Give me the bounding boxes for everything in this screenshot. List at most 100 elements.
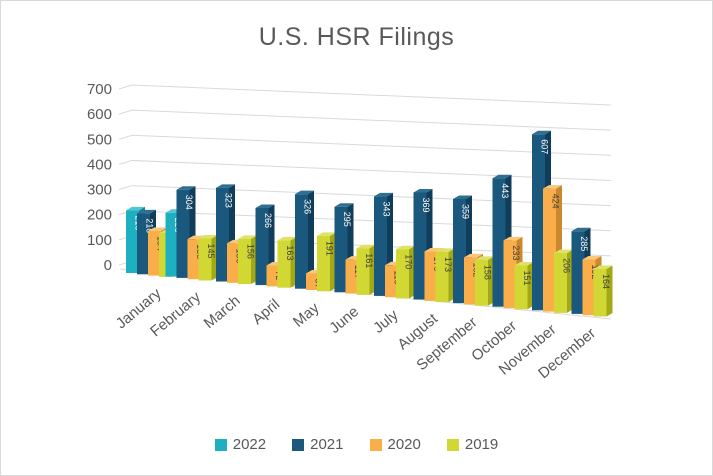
bar-data-label: 369 — [421, 197, 431, 212]
bar-front-face — [396, 249, 409, 299]
bar-side-face — [308, 190, 314, 289]
bar-top-face — [514, 262, 534, 266]
bar-data-label: 304 — [184, 195, 194, 210]
bar-top-face — [277, 236, 297, 241]
x-axis-label-july: July — [370, 306, 402, 336]
bar-2019-february: 145 — [198, 234, 218, 281]
gridline — [118, 185, 612, 207]
bar-front-face — [216, 187, 229, 282]
gridline — [118, 134, 612, 156]
bar-top-face — [571, 227, 591, 232]
bar-2019-march: 156 — [238, 235, 257, 285]
bar-top-face — [413, 188, 433, 193]
bar-front-face — [126, 210, 139, 273]
y-tick-label: 600 — [87, 106, 112, 123]
legend-swatch-2019 — [446, 438, 459, 451]
bar-front-face — [374, 196, 387, 296]
bar-2019-april: 163 — [277, 236, 297, 288]
y-tick-label: 300 — [87, 182, 112, 199]
bar-data-label: 145 — [206, 243, 216, 258]
bar-front-face — [475, 259, 488, 306]
bar-2019-september: 158 — [475, 256, 494, 306]
legend-item-2022: 2022 — [214, 436, 266, 453]
bar-2019-june: 161 — [356, 244, 376, 295]
bar-front-face — [554, 253, 567, 313]
bar-front-face — [413, 192, 427, 300]
legend-label-2020: 2020 — [387, 436, 421, 453]
bar-front-face — [277, 240, 291, 288]
bar-top-face — [176, 186, 196, 190]
bar-2019-december: 164 — [593, 265, 613, 317]
bar-data-label: 206 — [562, 258, 572, 273]
bar-side-face — [606, 265, 613, 317]
bar-front-face — [593, 268, 607, 317]
bar-2019-august: 173 — [435, 248, 455, 303]
bar-top-face — [435, 248, 455, 252]
bar-top-face — [503, 236, 523, 241]
bar-front-face — [492, 178, 506, 307]
bar-front-face — [532, 134, 545, 311]
bar-top-face — [137, 209, 156, 214]
bar-top-face — [198, 234, 218, 239]
bar-top-face — [475, 256, 494, 260]
bar-front-face — [187, 239, 201, 280]
gridline — [118, 109, 612, 131]
bar-front-face — [165, 212, 179, 277]
bar-data-label: 424 — [551, 194, 561, 209]
y-tick-label: 500 — [87, 131, 112, 148]
legend-label-2021: 2021 — [310, 436, 344, 453]
bar-front-face — [453, 198, 466, 304]
bar-2019-may: 191 — [317, 232, 336, 292]
bar-top-face — [396, 245, 415, 250]
bar-data-label: 173 — [443, 257, 453, 272]
bar-top-face — [148, 227, 167, 231]
bar-top-face — [126, 206, 145, 211]
bar-front-face — [464, 257, 477, 305]
bar-front-face — [306, 273, 319, 290]
bar-top-face — [317, 232, 336, 236]
bar-front-face — [503, 240, 517, 308]
bar-front-face — [227, 243, 240, 283]
bar-front-face — [317, 235, 330, 292]
y-tick-label: 0 — [104, 257, 112, 274]
bar-data-label: 233 — [511, 245, 521, 260]
bar-2019-july: 170 — [396, 245, 415, 299]
bar-2019-october: 151 — [514, 262, 534, 310]
bar-front-face — [255, 207, 269, 286]
bar-front-face — [424, 251, 438, 301]
bar-data-label: 191 — [325, 241, 335, 256]
bar-data-label: 161 — [364, 253, 374, 268]
bar-top-face — [593, 265, 613, 269]
bar-front-face — [435, 251, 449, 303]
bar-data-label: 343 — [382, 201, 392, 216]
y-tick-label: 100 — [87, 232, 112, 249]
bar-data-label: 164 — [601, 274, 611, 289]
bar-top-face — [543, 185, 562, 189]
bar-top-face — [453, 195, 472, 199]
bar-top-face — [216, 184, 235, 188]
bar-front-face — [295, 194, 308, 289]
bar-data-label: 285 — [579, 236, 589, 251]
bar-data-label: 359 — [461, 204, 471, 219]
bar-data-label: 443 — [500, 183, 510, 198]
gridline — [118, 159, 612, 181]
bar-front-face — [543, 188, 556, 312]
legend-label-2019: 2019 — [464, 436, 499, 453]
bar-data-label: 295 — [342, 212, 352, 227]
legend-item-2020: 2020 — [369, 436, 421, 453]
bar-2019-november: 206 — [554, 249, 573, 313]
bar-front-face — [571, 231, 585, 314]
bar-data-label: 163 — [285, 245, 295, 260]
bar-top-face — [356, 244, 376, 249]
chart-legend: 2022 2021 2020 2019 — [1, 436, 712, 453]
bar-top-face — [492, 174, 512, 179]
chart-title: U.S. HSR Filings — [258, 23, 455, 51]
x-axis-label-may: May — [290, 299, 323, 331]
legend-swatch-2022 — [214, 438, 227, 451]
bar-data-label: 210 — [145, 218, 155, 233]
bar-front-face — [137, 213, 150, 275]
y-tick-label: 700 — [87, 81, 112, 98]
bar-front-face — [514, 265, 528, 310]
